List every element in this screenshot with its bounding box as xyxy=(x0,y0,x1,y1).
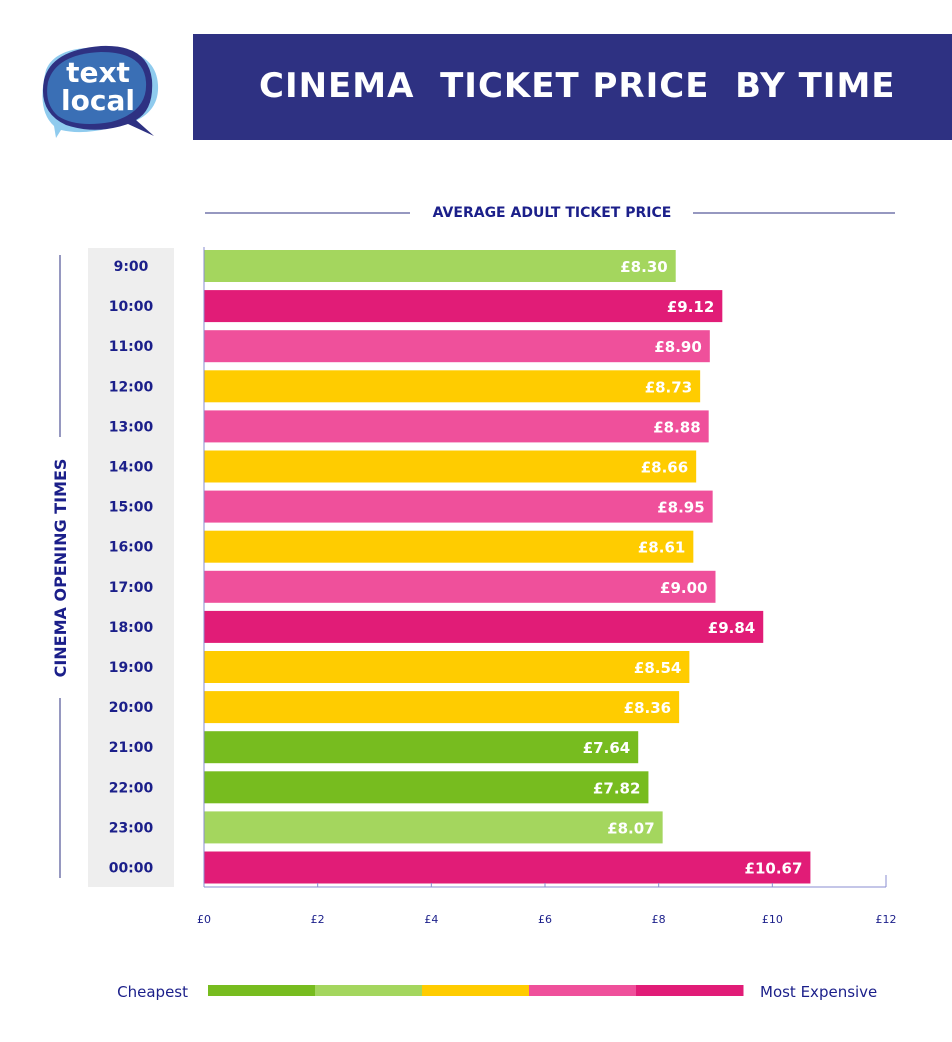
bar-value-label: £8.30 xyxy=(620,258,667,276)
x-tick-label: £6 xyxy=(538,913,552,926)
bar xyxy=(204,370,701,403)
chart-title: AVERAGE ADULT TICKET PRICE xyxy=(433,205,672,221)
bar xyxy=(204,450,697,483)
bar xyxy=(204,851,811,884)
category-label: 19:00 xyxy=(109,660,154,676)
category-label: 16:00 xyxy=(109,540,154,556)
bar-value-label: £10.67 xyxy=(745,860,803,878)
bar xyxy=(204,771,649,804)
x-tick-label: £0 xyxy=(197,913,211,926)
page-title: CINEMA TICKET PRICE BY TIME xyxy=(259,66,896,106)
legend-swatch xyxy=(422,985,530,996)
x-tick-label: £2 xyxy=(311,913,325,926)
svg-text:local: local xyxy=(61,84,135,117)
category-label: 17:00 xyxy=(109,580,154,596)
category-label: 10:00 xyxy=(109,299,154,315)
bar-value-label: £9.12 xyxy=(667,298,714,316)
category-column xyxy=(88,248,174,887)
title-banner: CINEMA TICKET PRICE BY TIME xyxy=(193,34,952,140)
legend-swatch xyxy=(636,985,744,996)
category-label: 11:00 xyxy=(109,339,154,355)
bar xyxy=(204,811,663,844)
bar-value-label: £8.88 xyxy=(653,418,700,436)
category-label: 12:00 xyxy=(109,379,154,395)
bar xyxy=(204,731,639,764)
category-label: 00:00 xyxy=(109,861,154,877)
category-label: 22:00 xyxy=(109,780,154,796)
textlocal-logo: text local xyxy=(36,40,166,140)
bar-value-label: £9.00 xyxy=(660,579,707,597)
bar xyxy=(204,691,680,724)
bar-value-label: £8.95 xyxy=(657,499,704,517)
bar-value-label: £8.07 xyxy=(607,819,654,837)
bar xyxy=(204,410,709,443)
bar-value-label: £8.36 xyxy=(624,699,671,717)
bar xyxy=(204,250,676,282)
bar xyxy=(204,490,713,523)
category-label: 21:00 xyxy=(109,740,154,756)
bar xyxy=(204,570,716,603)
category-label: 18:00 xyxy=(109,620,154,636)
bar xyxy=(204,610,764,643)
bar xyxy=(204,290,723,323)
category-label: 20:00 xyxy=(109,700,154,716)
bar xyxy=(204,330,710,363)
svg-text:text: text xyxy=(66,56,130,89)
bar-value-label: £7.64 xyxy=(583,739,630,757)
bar-value-label: £8.90 xyxy=(654,338,701,356)
x-tick-label: £4 xyxy=(424,913,438,926)
y-axis-label: CINEMA OPENING TIMES xyxy=(51,459,70,678)
category-label: 15:00 xyxy=(109,500,154,516)
bar xyxy=(204,651,690,683)
category-label: 14:00 xyxy=(109,460,154,476)
legend-swatch xyxy=(529,985,637,996)
category-label: 13:00 xyxy=(109,419,154,435)
x-tick-label: £10 xyxy=(762,913,783,926)
category-label: 9:00 xyxy=(114,259,149,275)
legend-swatch xyxy=(315,985,423,996)
bar-value-label: £8.54 xyxy=(634,659,681,677)
legend-swatch xyxy=(208,985,316,996)
x-tick-label: £12 xyxy=(876,913,897,926)
bar-value-label: £8.73 xyxy=(645,378,692,396)
bar xyxy=(204,530,694,563)
legend-high-label: Most Expensive xyxy=(760,983,877,1001)
category-label: 23:00 xyxy=(109,820,154,836)
bar-value-label: £8.61 xyxy=(638,539,685,557)
bar-value-label: £7.82 xyxy=(593,779,640,797)
bar-value-label: £8.66 xyxy=(641,459,688,477)
bar-value-label: £9.84 xyxy=(708,619,755,637)
legend-low-label: Cheapest xyxy=(117,983,188,1001)
x-tick-label: £8 xyxy=(652,913,666,926)
